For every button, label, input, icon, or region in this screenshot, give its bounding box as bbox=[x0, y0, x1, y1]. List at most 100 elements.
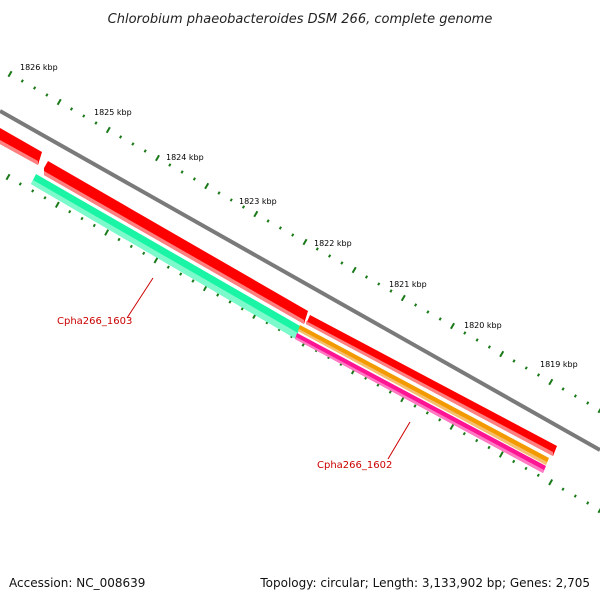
inner-tick-minor bbox=[92, 223, 96, 228]
inner-tick-major bbox=[5, 173, 11, 181]
inner-tick-minor bbox=[43, 196, 47, 200]
outer-tick-minor bbox=[438, 317, 442, 321]
outer-tick-minor bbox=[328, 254, 332, 258]
reverse-cds-orange-shade bbox=[298, 329, 547, 465]
genome-backbone bbox=[0, 109, 600, 452]
gene-label-cpha266-1603[interactable]: Cpha266_1603 bbox=[57, 316, 132, 327]
outer-tick-minor bbox=[168, 163, 172, 167]
inner-tick-major bbox=[54, 201, 60, 208]
scale-labels: 1826 kbp 1825 kbp 1824 kbp 1823 kbp 1822… bbox=[20, 63, 578, 369]
outer-tick-minor bbox=[180, 170, 184, 174]
outer-tick-minor bbox=[217, 191, 221, 195]
inner-tick-major bbox=[104, 229, 110, 236]
outer-tick-minor bbox=[377, 282, 381, 286]
inner-tick-major bbox=[548, 479, 554, 486]
leader-line-cpha266-1603 bbox=[126, 277, 154, 319]
outer-tick-minor bbox=[561, 387, 565, 391]
inner-tick-minor bbox=[31, 189, 35, 193]
outer-tick-minor bbox=[524, 366, 528, 370]
outer-tick-minor bbox=[278, 226, 282, 230]
outer-tick-minor bbox=[82, 114, 86, 118]
scale-label-1824: 1824 kbp bbox=[166, 153, 204, 162]
inner-tick-minor bbox=[216, 293, 220, 297]
outer-tick-row bbox=[7, 70, 600, 414]
inner-tick-minor bbox=[462, 431, 466, 436]
inner-tick-major bbox=[153, 256, 159, 264]
reverse-cds-cpha266-1603-shade bbox=[31, 180, 298, 339]
outer-tick-major bbox=[105, 126, 111, 134]
inner-tick-minor bbox=[524, 466, 528, 471]
gene-annotations: Cpha266_1603 Cpha266_1602 bbox=[57, 277, 411, 471]
gene-label-cpha266-1602[interactable]: Cpha266_1602 bbox=[317, 460, 392, 471]
outer-tick-minor bbox=[340, 261, 344, 265]
outer-tick-major bbox=[450, 322, 455, 330]
outer-tick-major bbox=[400, 294, 406, 302]
outer-tick-minor bbox=[69, 107, 74, 111]
inner-tick-minor bbox=[376, 383, 380, 387]
outer-tick-minor bbox=[94, 121, 98, 125]
inner-tick-minor bbox=[179, 272, 183, 276]
inner-tick-minor bbox=[166, 265, 170, 269]
outer-tick-major bbox=[351, 266, 357, 274]
forward-cds-left[interactable] bbox=[0, 128, 42, 165]
inner-tick-minor bbox=[18, 182, 22, 186]
inner-tick-minor bbox=[240, 307, 244, 311]
forward-cds-middle[interactable] bbox=[44, 161, 308, 324]
map-title: Chlorobium phaeobacteroides DSM 266, com… bbox=[108, 12, 493, 27]
outer-tick-minor bbox=[33, 86, 37, 90]
scale-label-1825: 1825 kbp bbox=[94, 108, 132, 117]
reverse-cds-cpha266-1602-shade bbox=[295, 337, 544, 473]
inner-tick-minor bbox=[561, 487, 565, 491]
outer-tick-minor bbox=[241, 205, 246, 209]
outer-tick-minor bbox=[315, 247, 319, 251]
outer-tick-major bbox=[204, 182, 210, 190]
forward-strand bbox=[0, 128, 557, 456]
inner-tick-minor bbox=[142, 251, 146, 256]
outer-tick-minor bbox=[229, 198, 233, 202]
inner-tick-major bbox=[498, 451, 504, 458]
inner-tick-minor bbox=[573, 494, 577, 498]
outer-tick-major bbox=[548, 378, 554, 386]
inner-tick-minor bbox=[413, 404, 417, 408]
inner-tick-minor bbox=[586, 501, 590, 505]
inner-tick-minor bbox=[512, 459, 516, 464]
outer-tick-minor bbox=[426, 310, 430, 314]
scale-label-1819: 1819 kbp bbox=[540, 360, 578, 369]
outer-tick-minor bbox=[266, 219, 270, 223]
outer-tick-minor bbox=[512, 359, 516, 363]
inner-tick-major bbox=[449, 423, 455, 431]
outer-tick-minor bbox=[119, 135, 123, 139]
outer-tick-major bbox=[155, 154, 160, 162]
inner-tick-minor bbox=[117, 237, 121, 242]
inner-tick-minor bbox=[228, 300, 232, 304]
genome-summary-text: Topology: circular; Length: 3,133,902 bp… bbox=[260, 576, 590, 590]
inner-tick-minor bbox=[487, 445, 491, 450]
scale-label-1823: 1823 kbp bbox=[239, 197, 277, 206]
outer-tick-minor bbox=[463, 331, 467, 335]
inner-tick-minor bbox=[129, 244, 133, 249]
inner-tick-minor bbox=[388, 390, 392, 394]
outer-tick-major bbox=[7, 70, 13, 78]
outer-tick-minor bbox=[414, 303, 418, 307]
forward-cds-right[interactable] bbox=[306, 315, 557, 456]
forward-cds-middle-shade bbox=[44, 171, 304, 324]
outer-tick-minor bbox=[20, 79, 24, 83]
reverse-strand bbox=[31, 174, 549, 473]
inner-tick-minor bbox=[80, 216, 84, 221]
outer-tick-minor bbox=[586, 401, 590, 405]
scale-label-1826: 1826 kbp bbox=[20, 63, 58, 72]
scale-label-1821: 1821 kbp bbox=[389, 280, 427, 289]
scale-label-1820: 1820 kbp bbox=[464, 321, 502, 330]
outer-tick-minor bbox=[487, 345, 491, 349]
outer-tick-minor bbox=[573, 394, 577, 398]
outer-tick-minor bbox=[364, 275, 369, 279]
outer-tick-major bbox=[597, 407, 600, 414]
outer-tick-major bbox=[253, 210, 259, 218]
inner-tick-minor bbox=[438, 418, 442, 422]
outer-tick-minor bbox=[192, 177, 196, 181]
outer-tick-minor bbox=[389, 289, 393, 293]
scale-label-1822: 1822 kbp bbox=[314, 239, 352, 248]
inner-tick-row bbox=[5, 173, 600, 514]
inner-tick-minor bbox=[536, 473, 540, 478]
